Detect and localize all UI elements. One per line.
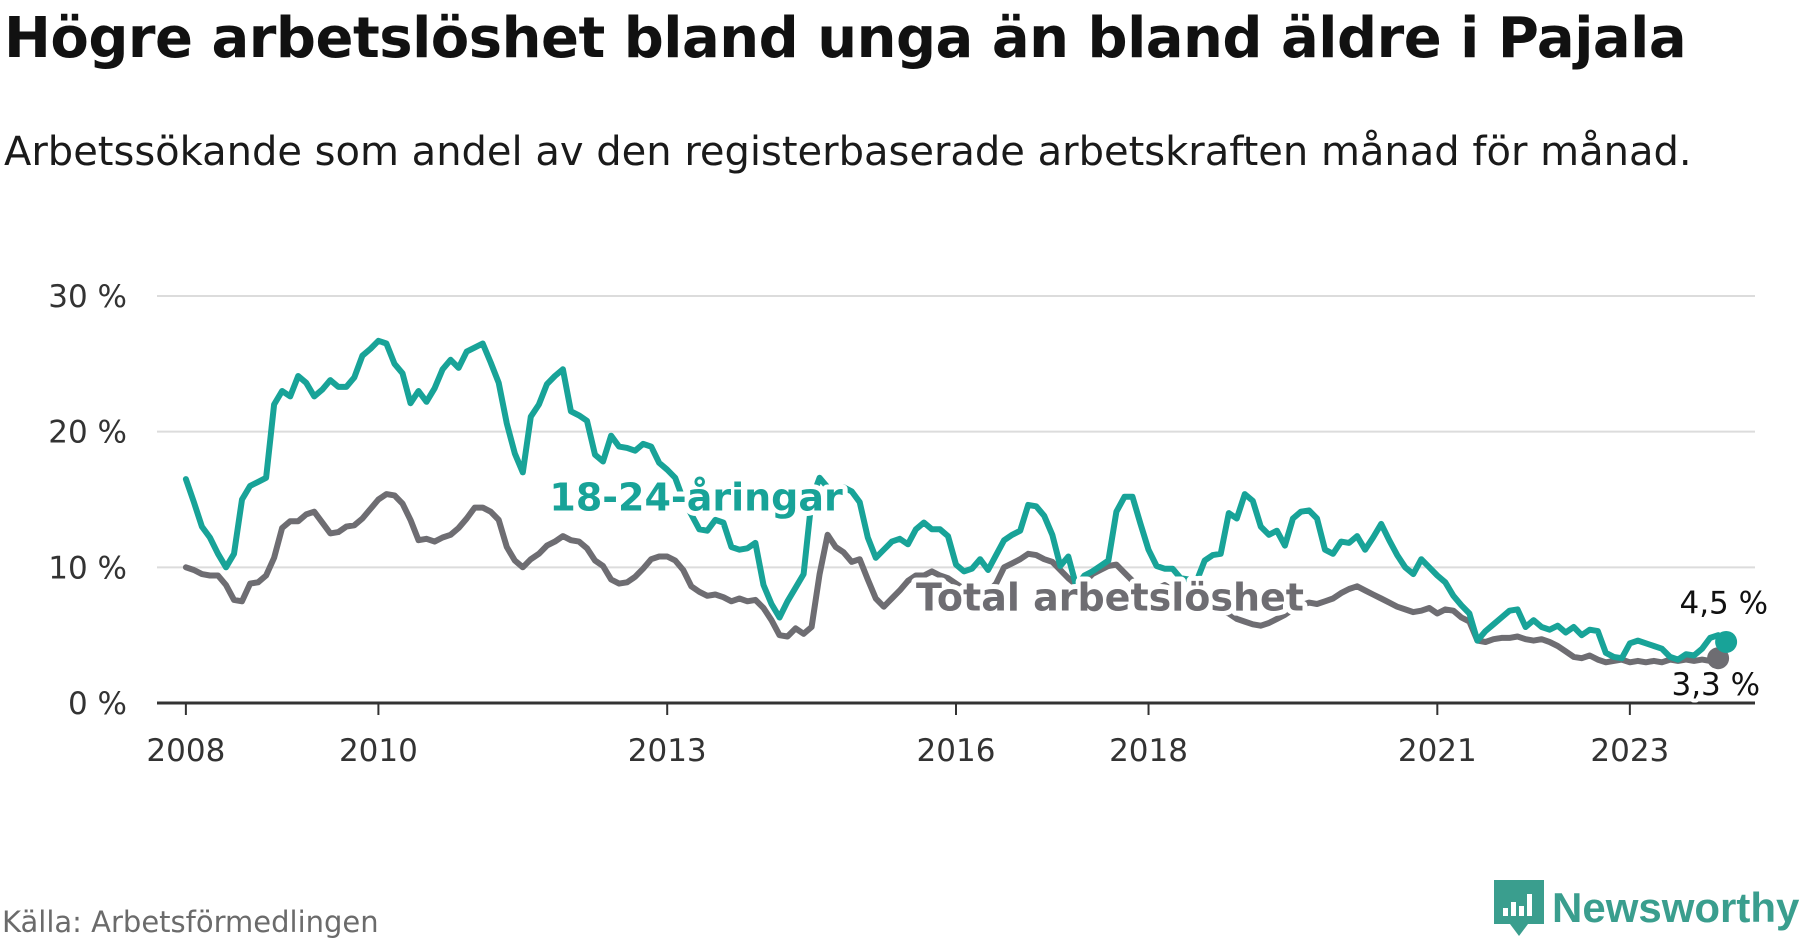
- series-end-point-total: [1707, 647, 1730, 670]
- x-axis-ticks: 2008 2010 2013 2016 2018 2021 2023: [146, 701, 1755, 769]
- x-tick-label: 2008: [146, 733, 225, 769]
- x-tick-label: 2016: [917, 733, 996, 769]
- series-labels: 18-24-åringar Total arbetslöshet 4,5 % 3,3 …: [544, 470, 1772, 707]
- brand-logo[interactable]: Newsworthy: [1494, 880, 1799, 936]
- gridlines: [157, 295, 1755, 569]
- brand-name: Newsworthy: [1552, 884, 1800, 931]
- y-tick-label: 20 %: [48, 415, 127, 451]
- x-tick-label: 2021: [1398, 733, 1477, 769]
- series-label-young: 18-24-åringar: [549, 475, 843, 519]
- x-tick-label: 2010: [339, 733, 418, 769]
- x-tick-label: 2023: [1590, 733, 1669, 769]
- y-tick-label: 10 %: [48, 550, 127, 586]
- series-line-total: [182, 491, 1722, 666]
- series-label-total: Total arbetslöshet: [916, 576, 1304, 620]
- chart-subtitle: Arbetssökande som andel av den registerb…: [4, 129, 1692, 175]
- series-line-young: [182, 337, 1730, 663]
- series-lines: [182, 337, 1738, 670]
- x-tick-label: 2013: [628, 733, 707, 769]
- x-tick-label: 2018: [1109, 733, 1188, 769]
- y-axis-ticks: 0 % 10 % 20 % 30 %: [48, 279, 127, 722]
- series-end-point-young: [1715, 630, 1738, 653]
- chart-title: Högre arbetslöshet bland unga än bland ä…: [4, 6, 1687, 71]
- end-value-label-total: 3,3 %: [1671, 667, 1760, 703]
- source-note: Källa: Arbetsförmedlingen: [2, 905, 379, 939]
- y-tick-label: 0 %: [68, 686, 127, 722]
- end-value-label-young: 4,5 %: [1679, 585, 1768, 621]
- y-tick-label: 30 %: [48, 279, 127, 315]
- newsworthy-logo-icon: [1494, 880, 1544, 936]
